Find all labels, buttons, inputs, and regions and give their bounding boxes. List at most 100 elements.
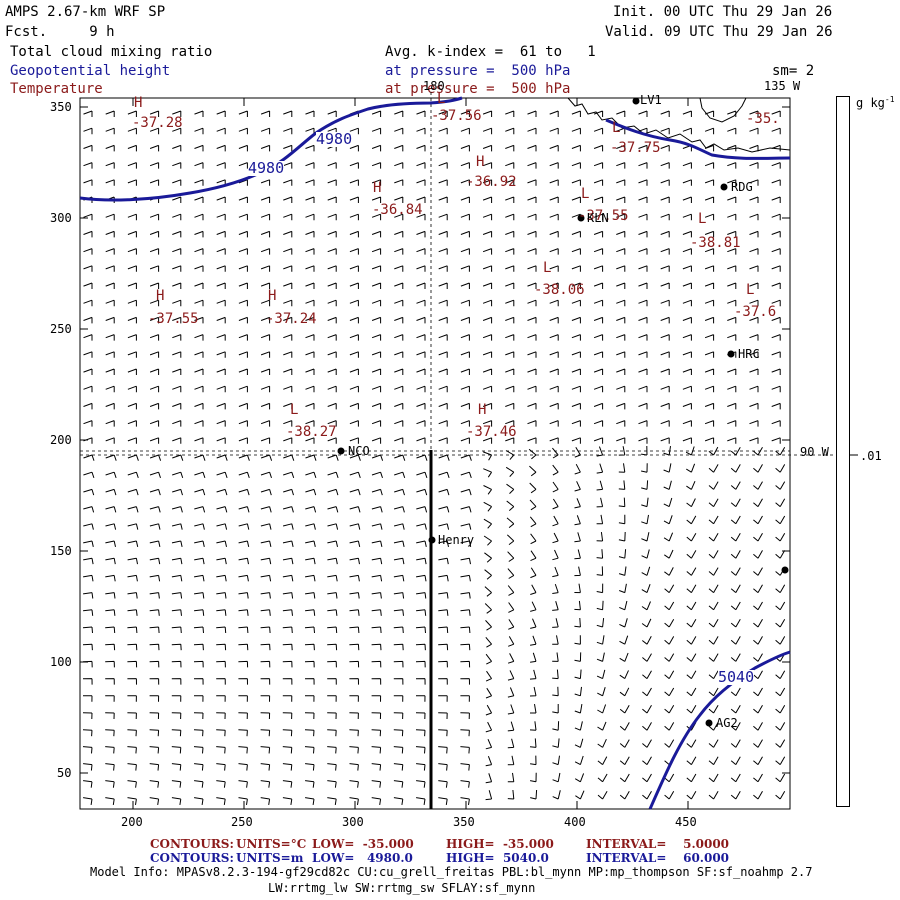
- wind-barb: [371, 213, 382, 221]
- wind-barb: [238, 265, 248, 272]
- wind-barb: [327, 437, 337, 444]
- wind-barb: [260, 265, 271, 272]
- wind-barb: [460, 557, 471, 565]
- wind-barb: [415, 729, 426, 737]
- station-label: LV1: [640, 93, 662, 107]
- wind-barb: [393, 660, 404, 668]
- avg-kindex: Avg. k-index = 61 to 1: [385, 44, 596, 60]
- wind-barb: [660, 144, 670, 152]
- wind-barb: [529, 738, 537, 748]
- wind-barb: [686, 636, 697, 645]
- wind-barb: [105, 471, 117, 479]
- wind-barb: [416, 334, 426, 341]
- wind-barb: [371, 437, 382, 444]
- wind-barb: [708, 446, 719, 456]
- wind-barb: [305, 299, 315, 307]
- wind-barb: [105, 437, 115, 444]
- wind-barb: [371, 540, 383, 548]
- temp-extreme-letter: H: [478, 402, 487, 418]
- wind-barb: [708, 584, 719, 593]
- wind-barb: [238, 574, 249, 582]
- wind-barb: [149, 437, 160, 444]
- smoothing-label: sm= 2: [772, 63, 815, 79]
- wind-barb: [460, 162, 470, 169]
- wind-barb: [305, 780, 315, 788]
- wind-barb: [194, 144, 204, 152]
- wind-barb: [574, 738, 584, 748]
- wind-barb: [727, 299, 737, 307]
- y-tick-label: 100: [50, 655, 72, 669]
- wind-barb: [527, 127, 537, 135]
- wind-barb: [641, 497, 649, 508]
- wind-barb: [371, 609, 382, 616]
- wind-barb: [574, 755, 584, 766]
- wind-barb: [216, 643, 227, 651]
- wind-barb: [282, 712, 293, 720]
- wind-barb: [238, 127, 248, 135]
- x-tick-label: 400: [564, 815, 586, 829]
- wind-barb: [753, 670, 763, 679]
- wind-barb: [349, 385, 359, 393]
- wind-barb: [394, 127, 404, 135]
- wind-barb: [552, 464, 559, 476]
- wind-barb: [393, 729, 404, 737]
- wind-barb: [193, 695, 204, 702]
- wind-barb: [507, 670, 515, 681]
- wind-barb: [593, 385, 604, 393]
- wind-barb: [216, 213, 226, 221]
- wind-barb: [549, 162, 559, 169]
- wind-barb: [260, 592, 271, 599]
- wind-barb: [127, 729, 137, 737]
- wind-barb: [753, 739, 763, 748]
- wind-barb: [416, 540, 427, 548]
- wind-barb: [505, 351, 515, 358]
- wind-barb: [619, 652, 629, 662]
- wind-barb: [260, 299, 271, 307]
- wind-barb: [574, 652, 582, 662]
- wind-barb: [283, 196, 293, 203]
- wind-barb: [616, 420, 626, 427]
- wind-barb: [127, 763, 137, 771]
- wind-barb: [484, 603, 492, 614]
- valid-time: Valid. 09 UTC Thu 29 Jan 26: [605, 24, 833, 40]
- wind-barb: [394, 334, 404, 341]
- wind-barb: [172, 213, 182, 221]
- wind-barb: [149, 592, 160, 599]
- wind-barb: [416, 230, 426, 238]
- wind-barb: [775, 704, 786, 714]
- wind-barb: [305, 454, 317, 461]
- wind-barb: [460, 420, 470, 427]
- wind-barb: [552, 652, 559, 662]
- wind-barb: [593, 351, 604, 358]
- station-dot-hrc: [727, 350, 735, 358]
- wind-barb: [193, 678, 204, 685]
- wind-barb: [371, 695, 382, 702]
- wind-barb: [149, 334, 160, 341]
- wind-barb: [371, 780, 382, 788]
- wind-barb: [730, 790, 741, 800]
- wind-barb: [438, 368, 448, 375]
- wind-barb: [260, 368, 271, 375]
- wind-barb: [708, 790, 719, 800]
- wind-barb: [105, 420, 115, 427]
- wind-barb: [682, 334, 692, 341]
- wind-barb: [216, 196, 226, 203]
- wind-barb: [753, 773, 763, 783]
- wind-barb: [749, 402, 759, 410]
- wind-barb: [305, 574, 316, 582]
- wind-barb: [664, 722, 675, 731]
- wind-barb: [753, 636, 763, 645]
- wind-barb: [83, 797, 93, 805]
- wind-barb: [238, 626, 249, 634]
- wind-barb: [527, 110, 537, 117]
- wind-barb: [415, 695, 426, 702]
- wind-barb: [327, 471, 339, 479]
- wind-barb: [327, 763, 337, 771]
- wind-barb: [216, 557, 227, 565]
- wind-barb: [416, 557, 427, 565]
- wind-barb: [775, 550, 786, 559]
- temp-extreme-letter: L: [698, 211, 707, 227]
- wind-barb: [416, 368, 426, 375]
- wind-barb: [371, 763, 382, 771]
- wind-barb: [260, 196, 271, 203]
